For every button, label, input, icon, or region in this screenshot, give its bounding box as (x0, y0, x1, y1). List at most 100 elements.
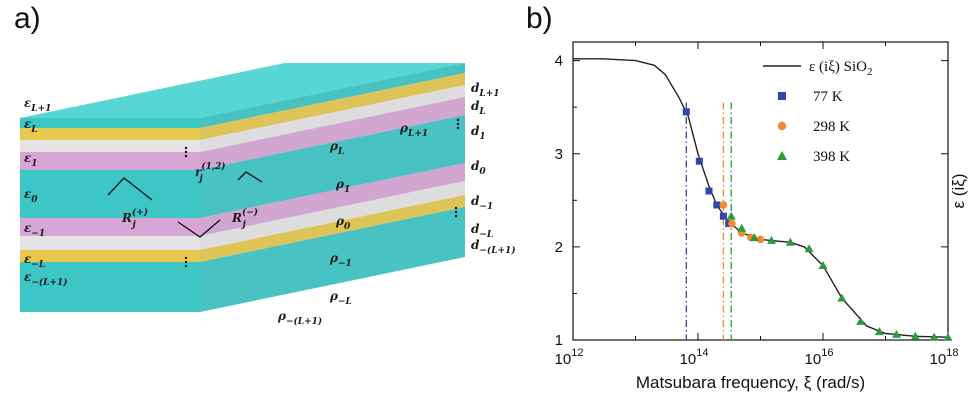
point-398k (785, 237, 795, 246)
x-tick-exponent: 18 (946, 347, 958, 359)
d-label-4-subscript: −1 (479, 202, 493, 212)
ellipsis-dot-0 (184, 150, 188, 154)
x-tick-base: 10 (930, 351, 947, 368)
layer-side-2 (200, 85, 465, 152)
point-398k (804, 244, 814, 253)
ellipsis-dot-2 (456, 118, 460, 122)
epsilon-label-5: ε−L (24, 252, 45, 270)
rho-label-6-subscript: −(L+1) (286, 316, 322, 327)
R-minus-label-superscript: (−) (242, 207, 258, 218)
ellipsis-dot-3 (454, 206, 458, 210)
rho-label-0-subscript: L+1 (407, 129, 428, 139)
legend: ε (iξ) SiO2 77 K 298 K 398 K (763, 59, 873, 165)
legend-entry-2: 298 K (813, 119, 850, 135)
d-label-0: dL+1 (471, 81, 500, 99)
layer-side-6 (200, 181, 465, 250)
layer-side-8 (200, 207, 465, 312)
R-minus-label: R(−) j (231, 207, 258, 230)
epsilon-label-0-symbol: ε (24, 96, 32, 110)
rho-label-6-symbol: ρ (277, 309, 287, 323)
point-77k (713, 201, 721, 209)
epsilon-label-5-symbol: ε (24, 252, 32, 266)
layer-front-5 (20, 218, 200, 236)
x-tick-exponent: 16 (821, 347, 833, 359)
x-tick-label: 1012 (555, 347, 584, 368)
rho-label-3-subscript: 0 (344, 222, 351, 232)
x-tick-exponent: 12 (571, 347, 583, 359)
point-298k (728, 219, 736, 228)
ellipsis-dot-1 (184, 260, 188, 264)
d-label-5-symbol: d (471, 222, 480, 236)
d-label-3-subscript: 0 (479, 167, 486, 177)
layer-front-0 (20, 118, 200, 128)
legend-entry-0: ε (iξ) SiO2 (809, 59, 873, 78)
x-tick-base: 10 (555, 351, 572, 368)
legend-entry-3: 398 K (813, 149, 850, 165)
d-label-5-subscript: −L (479, 230, 493, 240)
epsilon-label-6: ε−(L+1) (24, 270, 68, 288)
d-label-1: dL (471, 99, 486, 117)
point-398k (749, 233, 759, 242)
point-298k (756, 235, 765, 244)
layer-stack (20, 63, 465, 312)
ellipsis-dot-0 (184, 154, 188, 158)
d-label-5: d−L (471, 222, 493, 240)
rho-label-1-subscript: L (337, 147, 344, 157)
d-label-0-subscript: L+1 (478, 89, 499, 99)
rho-label-2: ρ1 (335, 177, 350, 195)
x-tick-base: 10 (680, 351, 697, 368)
layer-side-1 (200, 73, 465, 140)
d-label-2-subscript: 1 (479, 132, 485, 142)
R-plus-label-subscript: j (130, 220, 136, 230)
point-398k (856, 316, 866, 325)
x-tick-base: 10 (805, 351, 822, 368)
d-label-3-symbol: d (471, 159, 480, 173)
layer-front-2 (20, 140, 200, 152)
rho-label-5-subscript: −L (338, 297, 352, 307)
epsilon-label-1-symbol: ε (24, 117, 32, 131)
ellipsis-dot-3 (454, 210, 458, 214)
epsilon-label-2-subscript: 1 (31, 159, 37, 169)
rho-label-6: ρ−(L+1) (277, 309, 322, 327)
y-axis-title: ε (iξ) (949, 173, 968, 208)
epsilon-label-0-subscript: L+1 (30, 104, 51, 114)
R-plus-label-symbol: R (121, 211, 132, 225)
epsilon-label-1-subscript: L (30, 125, 37, 135)
x-tick-label: 1018 (930, 347, 959, 368)
panel-b-label: b) (526, 2, 553, 35)
R-minus-label-subscript: j (240, 220, 246, 230)
ellipsis-dot-1 (184, 256, 188, 260)
series-line-sio2 (573, 58, 949, 338)
x-tick-exponent: 14 (696, 347, 708, 359)
epsilon-label-3-subscript: 0 (31, 195, 38, 205)
point-77k (719, 212, 727, 220)
ellipsis-dot-0 (184, 146, 188, 150)
r-coefficient-label: r(1,2) j (195, 161, 226, 184)
diagram-annotations: εL+1εLε1ε0ε−1ε−Lε−(L+1)ρL+1ρLρ1ρ0ρ−1ρ−Lρ… (24, 81, 516, 327)
point-398k (726, 211, 736, 220)
plot-frame (572, 41, 949, 341)
epsilon-label-6-subscript: −(L+1) (31, 277, 67, 288)
layer-side-7 (200, 195, 465, 262)
epsilon-label-1: εL (24, 117, 38, 135)
rho-label-4-symbol: ρ (329, 251, 339, 265)
legend-circle-swatch (777, 121, 787, 131)
point-398k (892, 329, 902, 338)
d-label-3: d0 (471, 159, 486, 177)
d-label-1-symbol: d (471, 99, 480, 113)
rho-label-4: ρ−1 (329, 251, 352, 269)
epsilon-label-2: ε1 (24, 151, 38, 169)
epsilon-label-6-symbol: ε (24, 270, 32, 284)
epsilon-label-0: εL+1 (24, 96, 51, 114)
epsilon-label-2-symbol: ε (24, 151, 32, 165)
legend-label-subscript: 2 (867, 66, 873, 78)
layer-front-6 (20, 236, 200, 250)
legend-label: ε (iξ) SiO (809, 59, 867, 75)
layer-side-4 (200, 115, 465, 218)
point-77k (695, 157, 703, 165)
ellipsis-dot-2 (456, 122, 460, 126)
r-coefficient-label-subscript: j (198, 174, 204, 184)
point-398k (910, 331, 920, 340)
point-398k (737, 223, 747, 232)
